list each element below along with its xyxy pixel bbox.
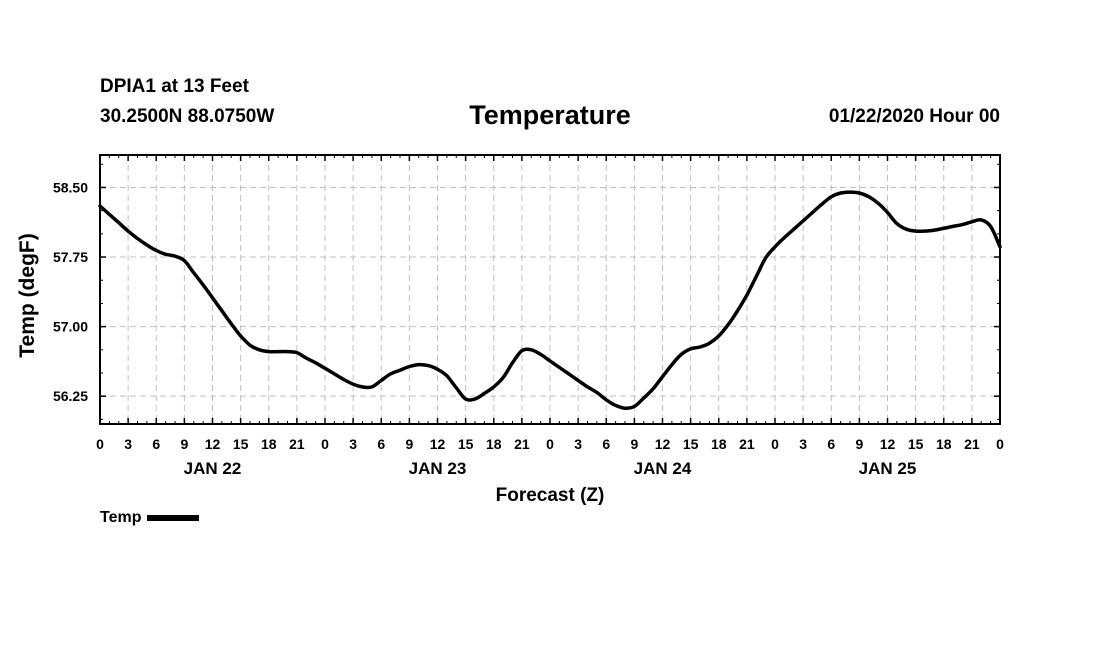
y-axis-label: Temp (degF) [16,233,39,357]
legend: Temp [100,509,200,527]
x-tick-label: 12 [205,436,221,452]
x-tick-label: 12 [880,436,896,452]
x-tick-label: 6 [377,436,385,452]
x-tick-label: 9 [855,436,863,452]
x-tick-label: 15 [458,436,474,452]
x-tick-label: 18 [486,436,502,452]
x-tick-label: 18 [936,436,952,452]
day-label: JAN 23 [409,459,467,478]
grid-lines [100,155,1000,424]
x-tick-label: 6 [152,436,160,452]
x-tick-label: 18 [711,436,727,452]
x-tick-label: 0 [546,436,554,452]
day-label: JAN 22 [184,459,242,478]
chart-title: Temperature [469,100,631,130]
x-tick-label: 3 [574,436,582,452]
x-tick-label: 3 [349,436,357,452]
legend-line-swatch [147,514,200,521]
x-axis-label: Forecast (Z) [496,485,605,506]
day-label: JAN 24 [634,459,692,478]
x-tick-label: 0 [996,436,1004,452]
x-tick-label: 15 [908,436,924,452]
y-tick-label: 56.25 [53,388,88,404]
x-tick-label: 21 [514,436,530,452]
x-tick-label: 3 [799,436,807,452]
station-label: DPIA1 at 13 Feet [100,76,249,97]
station-coordinates: 30.2500N 88.0750W [100,106,275,127]
x-tick-label: 21 [289,436,305,452]
plot-frame [99,154,1001,425]
x-tick-label: 15 [683,436,699,452]
model-run-time: 01/22/2020 Hour 00 [828,106,1000,127]
x-tick-label: 6 [602,436,610,452]
x-tick-label: 12 [655,436,671,452]
day-label: JAN 25 [859,459,917,478]
x-tick-label: 18 [261,436,277,452]
x-tick-label: 9 [630,436,638,452]
x-tick-label: 9 [405,436,413,452]
y-tick-label: 58.50 [53,179,88,195]
y-tick-label: 57.00 [53,319,88,335]
legend-label: Temp [100,509,142,526]
x-tick-label: 0 [321,436,329,452]
x-tick-label: 21 [964,436,980,452]
x-tick-label: 15 [233,436,249,452]
x-tick-label: 0 [96,436,104,452]
x-tick-label: 3 [124,436,132,452]
x-tick-label: 12 [430,436,446,452]
temp-series-line [98,190,1002,410]
axis-labels: 0 3 6 9 12 15 18 21 0 3 6 9 12 15 18 21 0 3 6 9 12 15 18 21 0 3 6 9… [53,179,1004,478]
y-tick-label: 57.75 [53,249,88,265]
x-tick-label: 21 [739,436,755,452]
x-tick-label: 6 [827,436,835,452]
x-tick-label: 0 [771,436,779,452]
x-tick-label: 9 [180,436,188,452]
